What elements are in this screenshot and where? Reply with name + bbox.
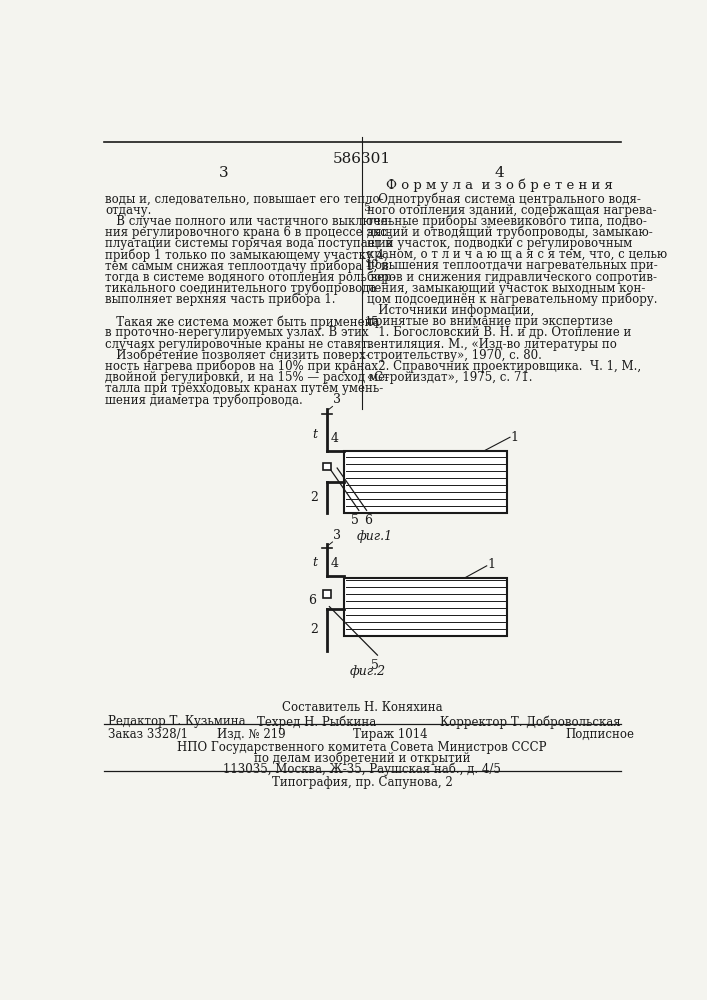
Text: 4: 4 [331,557,339,570]
Text: Однотрубная система центрального водя-: Однотрубная система центрального водя- [368,192,641,206]
Text: 5: 5 [351,514,359,527]
Text: 2: 2 [310,491,317,504]
Text: В случае полного или частичного выключе-: В случае полного или частичного выключе- [105,215,392,228]
Text: 3: 3 [219,166,229,180]
Text: строительству», 1970, с. 80.: строительству», 1970, с. 80. [368,349,542,362]
Text: 113035, Москва, Ж-35, Раушская наб., д. 4/5: 113035, Москва, Ж-35, Раушская наб., д. … [223,762,501,776]
Text: 1. Богословский В. Н. и др. Отопление и: 1. Богословский В. Н. и др. Отопление и [368,326,632,339]
Text: случаях регулировочные краны не ставят.: случаях регулировочные краны не ставят. [105,338,372,351]
Text: ность нагрева приборов на 10% при кранах: ность нагрева приборов на 10% при кранах [105,360,378,373]
Text: Типография, пр. Сапунова, 2: Типография, пр. Сапунова, 2 [271,776,452,789]
Text: 4: 4 [494,166,504,180]
Text: Редактор Т. Кузьмина: Редактор Т. Кузьмина [107,715,245,728]
Text: тикального соединительного трубопровода: тикального соединительного трубопровода [105,282,377,295]
Text: талла при трёхходовых кранах путём умень-: талла при трёхходовых кранах путём умень… [105,382,384,395]
Text: t: t [312,428,317,441]
Bar [323,463,331,470]
Text: Корректор Т. Добровольская: Корректор Т. Добровольская [440,715,621,729]
Text: в проточно-нерегулируемых узлах. В этих: в проточно-нерегулируемых узлах. В этих [105,326,369,339]
Text: Источники информации,: Источники информации, [368,304,534,317]
Text: 5: 5 [371,659,379,672]
Text: щий участок, подводки с регулировочным: щий участок, подводки с регулировочным [368,237,633,250]
Text: боров и снижения гидравлического сопротив-: боров и снижения гидравлического сопроти… [368,271,658,284]
Text: 2: 2 [310,623,317,636]
Text: дящий и отводящий трубопроводы, замыкаю-: дящий и отводящий трубопроводы, замыкаю- [368,226,653,239]
Text: 10: 10 [364,259,378,269]
Text: 586301: 586301 [333,152,391,166]
Text: Ф о р м у л а  и з о б р е т е н и я: Ф о р м у л а и з о б р е т е н и я [386,179,612,192]
Text: 6: 6 [308,594,316,607]
Text: принятые во внимание при экспертизе: принятые во внимание при экспертизе [368,315,613,328]
Text: «Стройиздат», 1975, с. 71.: «Стройиздат», 1975, с. 71. [368,371,533,384]
Text: 2. Справочник проектировщика.  Ч. 1, М.,: 2. Справочник проектировщика. Ч. 1, М., [368,360,641,373]
Text: 6: 6 [364,514,372,527]
Text: НПО Государственного комитета Совета Министров СССР: НПО Государственного комитета Совета Мин… [177,741,547,754]
Text: отдачу.: отдачу. [105,204,152,217]
Text: воды и, следовательно, повышает его тепло-: воды и, следовательно, повышает его тепл… [105,192,384,205]
Text: Техред Н. Рыбкина: Техред Н. Рыбкина [257,715,377,729]
Text: шения диаметра трубопровода.: шения диаметра трубопровода. [105,393,303,407]
Text: тельные приборы змеевикового типа, подво-: тельные приборы змеевикового типа, подво… [368,215,647,228]
Text: t: t [312,556,317,569]
Bar [344,578,507,636]
Text: тем самым снижая теплоотдачу прибора 1, и: тем самым снижая теплоотдачу прибора 1, … [105,259,390,273]
Text: по делам изобретений и открытий: по делам изобретений и открытий [254,751,470,765]
Text: ления, замыкающий участок выходным кон-: ления, замыкающий участок выходным кон- [368,282,645,295]
Text: фиг.1: фиг.1 [357,530,393,543]
Text: 3: 3 [333,529,341,542]
Text: Такая же система может быть применена: Такая же система может быть применена [105,315,380,329]
Text: Изд. № 219: Изд. № 219 [217,728,286,741]
Text: 15: 15 [364,316,378,326]
Text: краном, о т л и ч а ю щ а я с я тем, что, с целью: краном, о т л и ч а ю щ а я с я тем, что… [368,248,667,261]
Text: вентиляция. М., «Изд-во литературы по: вентиляция. М., «Изд-во литературы по [368,338,617,351]
Text: ного отопления зданий, содержащая нагрева-: ного отопления зданий, содержащая нагрев… [368,204,657,217]
Text: 5: 5 [364,203,371,213]
Text: Тираж 1014: Тираж 1014 [354,728,428,741]
Text: прибор 1 только по замыкающему участку 4,: прибор 1 только по замыкающему участку 4… [105,248,388,262]
Text: 3: 3 [333,393,341,406]
Text: 4: 4 [331,432,339,445]
Text: цом подсоединён к нагревательному прибору.: цом подсоединён к нагревательному прибор… [368,293,658,306]
Text: плуатации системы горячая вода поступает в: плуатации системы горячая вода поступает… [105,237,392,250]
Text: 1: 1 [510,431,519,444]
Text: ния регулировочного крана 6 в процессе экс-: ния регулировочного крана 6 в процессе э… [105,226,391,239]
Text: двойной регулировки, и на 15% — расход ме-: двойной регулировки, и на 15% — расход м… [105,371,390,384]
Text: Заказ 3328/1: Заказ 3328/1 [107,728,188,741]
Bar [323,590,331,598]
Text: повышения теплоотдачи нагревательных при-: повышения теплоотдачи нагревательных при… [368,259,658,272]
Text: 1: 1 [488,558,496,571]
Text: Подписное: Подписное [566,728,634,741]
Text: Изобретение позволяет снизить поверх-: Изобретение позволяет снизить поверх- [105,349,370,362]
Bar [344,451,507,513]
Text: Составитель Н. Коняхина: Составитель Н. Коняхина [281,701,443,714]
Text: тогда в системе водяного отопления роль вер-: тогда в системе водяного отопления роль … [105,271,396,284]
Text: выполняет верхняя часть прибора 1.: выполняет верхняя часть прибора 1. [105,293,336,306]
Text: фиг.2: фиг.2 [349,665,385,678]
